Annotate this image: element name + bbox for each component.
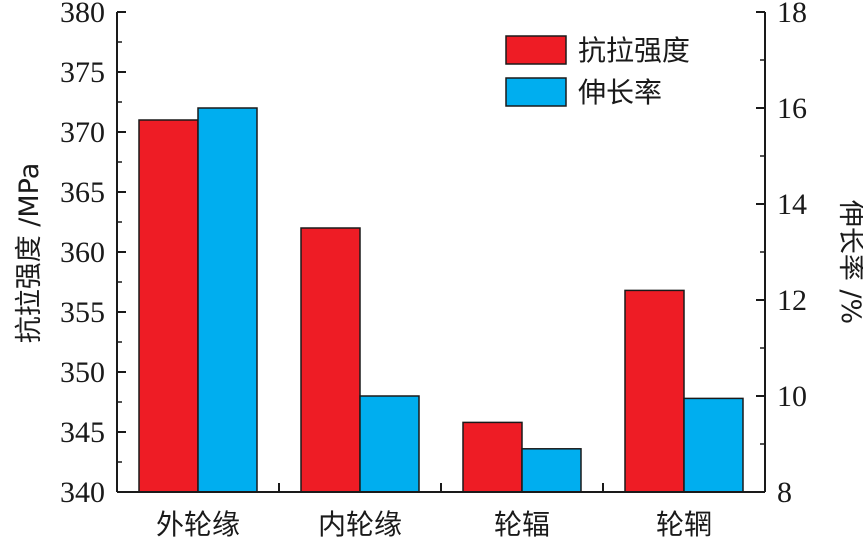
bar-elongation-0 (197, 107, 258, 493)
y-tick-label-left: 355 (60, 296, 105, 329)
x-tick-label: 外轮缘 (156, 508, 240, 541)
bar-tensile-2 (462, 421, 523, 493)
y-tick-label-left: 380 (60, 0, 105, 29)
axes-layer: 外轮缘 内轮缘 轮辐 轮辋 340 345 350 355 360 365 370 375 380 8 10… (60, 0, 807, 541)
legend-label-tensile: 抗拉强度 (578, 34, 690, 67)
y-tick-label-left: 370 (60, 116, 105, 149)
y-tick-label-right: 12 (777, 284, 807, 317)
y-tick-label-left: 360 (60, 236, 105, 269)
x-tick-label: 内轮缘 (318, 508, 402, 541)
y-tick-label-right: 14 (777, 188, 807, 221)
bar-elongation-1 (359, 395, 420, 493)
y-tick-label-left: 375 (60, 56, 105, 89)
bar-tensile-0 (138, 119, 199, 493)
y-tick-label-right: 10 (777, 380, 807, 413)
x-tick-label: 轮辋 (656, 508, 712, 541)
y-tick-label-left: 340 (60, 476, 105, 509)
y-axis-title-right: 伸长率 /% (835, 200, 863, 324)
y-tick-label-left: 350 (60, 356, 105, 389)
bar-tensile-1 (300, 227, 361, 493)
y-tick-label-right: 8 (777, 476, 792, 509)
legend-swatch-elongation (505, 77, 567, 107)
legend: 抗拉强度 伸长率 (505, 34, 690, 109)
bar-elongation-2 (521, 448, 582, 493)
legend-swatch-tensile (505, 35, 567, 65)
bar-elongation-3 (683, 397, 744, 493)
bars-layer (138, 107, 744, 493)
legend-label-elongation: 伸长率 (578, 76, 662, 109)
x-tick-label: 轮辐 (494, 508, 550, 541)
y-tick-label-left: 365 (60, 176, 105, 209)
y-tick-label-right: 18 (777, 0, 807, 29)
bar-tensile-3 (624, 289, 685, 493)
y-tick-label-left: 345 (60, 416, 105, 449)
y-tick-label-right: 16 (777, 92, 807, 125)
y-axis-title-left: 抗拉强度 /MPa (14, 163, 45, 344)
